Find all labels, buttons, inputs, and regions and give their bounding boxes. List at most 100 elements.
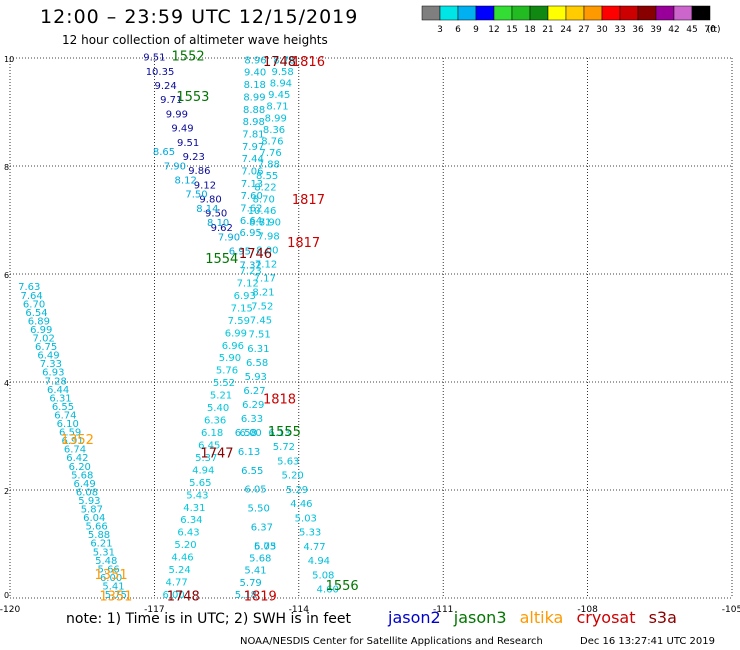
color-scale-label: 3 bbox=[437, 25, 443, 35]
wave-height-value: 9.40 bbox=[244, 68, 266, 79]
wave-height-value: 8.98 bbox=[243, 117, 265, 128]
wave-height-value: 5.93 bbox=[245, 372, 267, 383]
color-scale-label: 33 bbox=[614, 25, 625, 35]
wave-height-value: 8.81 bbox=[249, 217, 271, 228]
wave-height-value: 7.51 bbox=[249, 330, 271, 341]
wave-height-value: 6.95 bbox=[240, 228, 262, 239]
wave-height-value: 6.27 bbox=[243, 386, 265, 397]
pass-time-label: 1819 bbox=[244, 590, 277, 605]
page-title: 12:00 – 23:59 UTC 12/15/2019 bbox=[40, 6, 359, 28]
wave-height-value: 6.00 bbox=[100, 573, 122, 584]
pass-time-label: 1818 bbox=[263, 393, 296, 408]
wave-height-value: 7.59 bbox=[228, 316, 250, 327]
pass-time-label: 1748 bbox=[263, 55, 296, 70]
legend-jason2: jason2 bbox=[388, 608, 441, 627]
wave-height-value: 8.18 bbox=[244, 80, 266, 91]
color-scale: 3 6 9 12 15 18 21 24 27 30 33 36 39 42 45 70(ft) bbox=[421, 5, 721, 35]
wave-height-value: 6.21 bbox=[90, 539, 112, 550]
wave-height-value: 7.12 bbox=[237, 278, 259, 289]
wave-height-value: 6.93 bbox=[234, 291, 256, 302]
color-scale-label: 70 bbox=[704, 25, 716, 35]
wave-height-value: 6.99 bbox=[30, 325, 52, 336]
pass-time-label: 1817 bbox=[292, 193, 325, 208]
wave-height-value: 5.65 bbox=[189, 478, 211, 489]
color-scale-label: 42 bbox=[668, 25, 679, 35]
wave-height-value: 6.93 bbox=[42, 368, 64, 379]
wave-height-value: 7.62 bbox=[240, 204, 262, 215]
wave-height-value: 6.10 bbox=[57, 419, 79, 430]
wave-height-value: 5.88 bbox=[88, 530, 110, 541]
wave-height-value: 7.28 bbox=[45, 376, 67, 387]
wave-height-value: 8.99 bbox=[243, 92, 265, 103]
wave-height-value: 6.13 bbox=[238, 447, 260, 458]
wave-height-value: 9.62 bbox=[211, 223, 233, 234]
pass-time-label: 1746 bbox=[239, 247, 272, 262]
wave-height-value: 6.13 bbox=[268, 428, 290, 439]
color-swatch bbox=[691, 5, 711, 21]
wave-height-value: 5.33 bbox=[299, 528, 321, 539]
pass-time-label: 1816 bbox=[292, 55, 325, 70]
y-tick-label: 0 bbox=[4, 591, 9, 600]
x-tick-label: -111 bbox=[433, 605, 453, 615]
wave-height-value: 5.03 bbox=[295, 513, 317, 524]
color-scale-label: 12 bbox=[488, 25, 499, 35]
legend-cryosat: cryosat bbox=[576, 608, 636, 627]
color-scale-label: 18 bbox=[524, 25, 536, 35]
y-tick-label: 8 bbox=[4, 163, 9, 172]
wave-height-value: 5.24 bbox=[168, 565, 190, 576]
wave-height-value: 6.55 bbox=[241, 466, 263, 477]
wave-height-value: 6.42 bbox=[66, 453, 88, 464]
wave-height-value: 9.50 bbox=[205, 209, 227, 220]
wave-height-value: 8.12 bbox=[175, 176, 197, 187]
timestamp: Dec 16 13:27:41 UTC 2019 bbox=[580, 636, 715, 647]
wave-height-value: 7.32 bbox=[240, 261, 262, 272]
y-tick-label: 10 bbox=[4, 55, 14, 64]
wave-height-value: 7.50 bbox=[185, 190, 207, 201]
wave-height-value: 4.31 bbox=[183, 503, 205, 514]
wave-height-value: 4.46 bbox=[290, 499, 312, 510]
color-scale-label: 21 bbox=[542, 25, 553, 35]
wave-height-value: 8.10 bbox=[207, 218, 229, 229]
wave-height-value: 6.99 bbox=[225, 328, 247, 339]
wave-height-value: 5.43 bbox=[186, 490, 208, 501]
wave-height-value: 7.76 bbox=[259, 148, 281, 159]
wave-height-value: 5.76 bbox=[216, 366, 238, 377]
wave-height-value: 9.51 bbox=[143, 53, 165, 64]
pass-time-label: 1747 bbox=[200, 447, 233, 462]
wave-height-value: 5.68 bbox=[71, 470, 93, 481]
wave-height-value: 7.90 bbox=[164, 161, 186, 172]
wave-height-value: 9.99 bbox=[166, 109, 188, 120]
wave-height-value: 5.66 bbox=[86, 522, 108, 533]
wave-height-value: 8.96 bbox=[244, 55, 266, 66]
footer-note: note: 1) Time is in UTC; 2) SWH is in fe… bbox=[66, 611, 352, 627]
wave-height-value: 8.65 bbox=[153, 147, 175, 158]
wave-height-value: 9.49 bbox=[171, 124, 193, 135]
wave-height-value: 7.60 bbox=[241, 191, 263, 202]
wave-height-value: 5.50 bbox=[248, 504, 270, 515]
color-scale-label: 27 bbox=[578, 25, 589, 35]
wave-height-value: 6.45 bbox=[198, 440, 220, 451]
wave-height-value: 6.29 bbox=[242, 400, 264, 411]
wave-height-value: 5.40 bbox=[207, 403, 229, 414]
x-tick-label: -105 bbox=[722, 605, 740, 615]
pass-time-label: 1555 bbox=[268, 425, 301, 440]
wave-height-value: 6.89 bbox=[28, 316, 50, 327]
wave-height-value: 5.41 bbox=[244, 566, 266, 577]
wave-height-value: 7.45 bbox=[250, 316, 272, 327]
wave-height-value: 4.77 bbox=[303, 542, 325, 553]
wave-height-value: 6.74 bbox=[54, 410, 76, 421]
wave-height-value: 7.52 bbox=[251, 302, 273, 313]
wave-height-value: 4.46 bbox=[171, 553, 193, 564]
legend-s3a: s3a bbox=[648, 608, 677, 627]
wave-height-value: 4.94 bbox=[192, 465, 214, 476]
wave-height-value: 8.21 bbox=[252, 288, 274, 299]
color-scale-label: 39 bbox=[650, 25, 662, 35]
wave-height-value: 9.71 bbox=[160, 95, 182, 106]
wave-height-value: 5.41 bbox=[102, 581, 124, 592]
pass-time-label: 1352 bbox=[61, 433, 94, 448]
wave-height-value: 6.58 bbox=[235, 428, 257, 439]
wave-height-value: 5.18 bbox=[235, 590, 257, 601]
wave-height-value: 5.79 bbox=[240, 578, 262, 589]
wave-height-value: 6.18 bbox=[201, 428, 223, 439]
wave-height-value: 5.08 bbox=[312, 570, 334, 581]
